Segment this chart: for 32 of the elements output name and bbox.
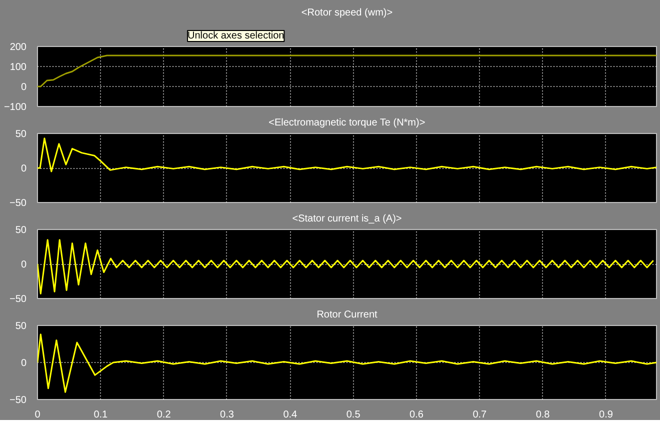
- y-tick-label: 0: [20, 260, 27, 270]
- x-tick-label: 0.1: [94, 410, 108, 420]
- y-tick-label: 50: [15, 225, 27, 236]
- x-tick-label: 0.7: [472, 410, 488, 420]
- line-series: [38, 334, 656, 393]
- line-series: [38, 239, 654, 294]
- x-tick-label: 0: [34, 410, 41, 420]
- x-tick-label: 0.4: [283, 410, 298, 420]
- chart-title: Rotor Current: [316, 310, 378, 320]
- y-tick-label: −50: [10, 294, 27, 305]
- y-tick-label: 100: [10, 62, 27, 73]
- x-tick-label: 0.5: [346, 410, 361, 420]
- y-tick-label: −50: [10, 395, 27, 406]
- y-tick-label: 0: [20, 82, 27, 93]
- y-tick-label: 0: [20, 164, 27, 174]
- x-tick-label: 0.9: [599, 410, 614, 420]
- y-tick-label: −100: [4, 102, 27, 113]
- chart-title: <Electromagnetic torque Te (N*m)>: [268, 118, 426, 128]
- chart-title: <Rotor speed (wm)>: [301, 8, 393, 18]
- line-series: [38, 54, 656, 88]
- x-tick-label: 0.3: [220, 410, 234, 420]
- y-tick-label: 0: [20, 358, 27, 369]
- text: Unlock axes selection: [188, 30, 284, 42]
- x-tick-label: 0.8: [536, 410, 550, 420]
- chart-title: <Stator current is_a (A)>: [292, 214, 402, 224]
- y-tick-label: 50: [15, 321, 27, 332]
- y-tick-label: 50: [15, 129, 27, 140]
- x-tick-label: 0.2: [156, 410, 172, 420]
- y-tick-label: 200: [10, 42, 27, 53]
- line-series: [38, 138, 656, 172]
- x-tick-label: 0.6: [410, 410, 424, 420]
- y-tick-label: −50: [10, 198, 27, 209]
